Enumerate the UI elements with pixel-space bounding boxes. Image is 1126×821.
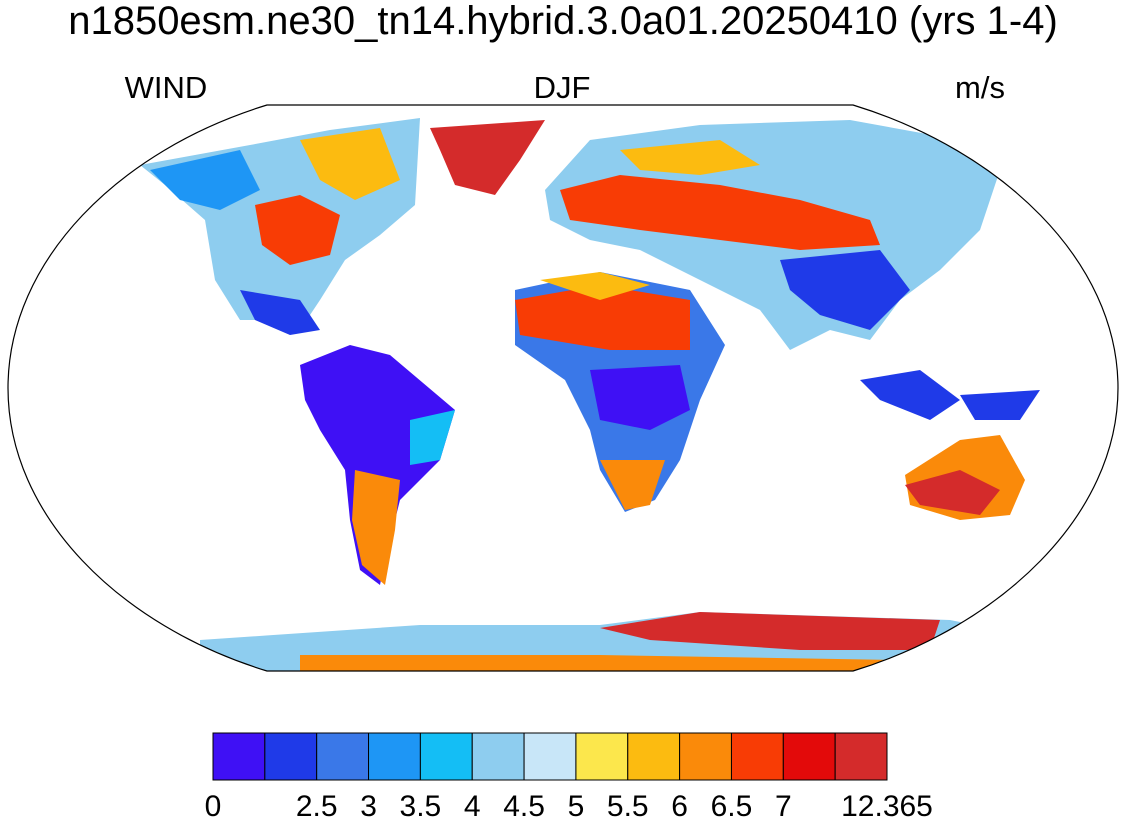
- colorbar-label: 4: [464, 790, 481, 821]
- colorbar-label: 4.5: [503, 790, 545, 821]
- map-outline: [7, 104, 1119, 672]
- title: n1850esm.ne30_tn14.hybrid.3.0a01.2025041…: [68, 0, 1058, 43]
- colorbar-label: 7: [775, 790, 792, 821]
- land: [430, 120, 545, 195]
- land: [600, 460, 665, 510]
- colorbar-label: 12.365: [841, 790, 933, 821]
- colorbar-box: [316, 732, 370, 781]
- land: [590, 365, 690, 430]
- colorbar-box: [575, 732, 629, 781]
- colorbar-box: [523, 732, 577, 781]
- right-string: m/s: [955, 70, 1005, 105]
- colorbar-box: [782, 732, 836, 781]
- colorbar-label: 6: [671, 790, 688, 821]
- land: [240, 290, 320, 335]
- land: [960, 390, 1040, 420]
- colorbar-label: 3.5: [400, 790, 442, 821]
- colorbar-box: [368, 732, 421, 781]
- land: [515, 285, 690, 350]
- land: [780, 250, 910, 330]
- colorbar: 0 2.5 3 3.5 4 4.5 5 5.5 6 6.5 7 12.365: [205, 732, 933, 821]
- land: [905, 470, 1000, 515]
- colorbar-box: [264, 732, 318, 781]
- land: [620, 140, 760, 175]
- colorbar-box: [730, 732, 784, 781]
- land: [600, 612, 940, 650]
- map: [140, 118, 1050, 671]
- colorbar-box: [212, 732, 266, 781]
- center-string: DJF: [534, 70, 591, 105]
- colorbar-label: 6.5: [711, 790, 753, 821]
- land: [300, 655, 900, 671]
- colorbar-label: 2.5: [296, 790, 338, 821]
- land: [300, 345, 455, 585]
- colorbar-label: 3: [360, 790, 377, 821]
- land: [540, 272, 650, 300]
- land: [410, 410, 455, 465]
- colorbar-box: [419, 732, 473, 781]
- land: [255, 195, 340, 265]
- colorbar-box: [679, 732, 732, 781]
- colorbar-box: [471, 732, 525, 781]
- colorbar-box: [627, 732, 681, 781]
- colorbar-box: [834, 732, 888, 781]
- land: [560, 175, 880, 250]
- land: [352, 470, 400, 585]
- colorbar-label: 5: [568, 790, 585, 821]
- land: [300, 128, 400, 200]
- land: [150, 150, 260, 210]
- colorbar-label: 0: [205, 790, 222, 821]
- colorbar-label: 5.5: [607, 790, 649, 821]
- left-string: WIND: [125, 70, 208, 105]
- land: [860, 370, 960, 420]
